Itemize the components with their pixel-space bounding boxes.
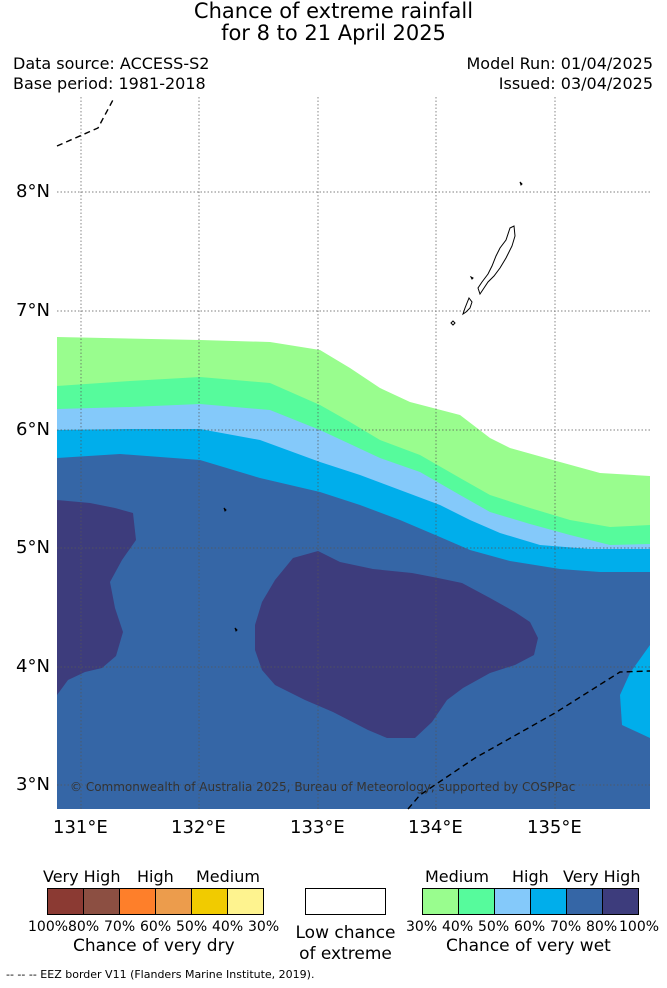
low-chance-swatch [305,888,386,915]
model-run: Model Run: 01/04/2025 [466,54,654,73]
lon-label-134e: 134°E [408,817,463,838]
lon-label-132e: 132°E [171,817,226,838]
wet-caption: Chance of very wet [446,936,611,956]
dry-tick-30: 30% [248,919,280,935]
dry-tick-70: 70% [104,919,136,935]
wet-swatch-5 [567,889,603,914]
dry-very-high-label: Very High [43,867,121,886]
wet-high-label: High [512,867,549,886]
wet-swatch-6 [603,889,638,914]
wet-tick-80: 80% [586,919,618,935]
lat-label-6n: 6°N [16,419,50,440]
wet-medium-label: Medium [425,867,489,886]
dry-tick-50: 50% [176,919,208,935]
wet-swatch-3 [495,889,531,914]
wet-tick-30: 30% [406,919,438,935]
wet-tick-100: 100% [619,919,660,935]
dry-caption: Chance of very dry [73,936,235,956]
wet-swatch-4 [531,889,567,914]
dry-swatch-1 [48,889,84,914]
wet-tick-70: 70% [550,919,582,935]
wet-very-high-label: Very High [563,867,641,886]
dry-swatch-3 [120,889,156,914]
dry-swatch-4 [156,889,192,914]
dry-tick-60: 60% [140,919,172,935]
low-chance-line-1: Low chance [295,923,396,943]
wet-swatch-2 [459,889,495,914]
wet-tick-50: 50% [478,919,510,935]
base-period: Base period: 1981-2018 [13,74,206,93]
copyright-notice: © Commonwealth of Australia 2025, Bureau… [70,780,575,794]
low-chance-line-2: of extreme [299,944,392,964]
lat-label-7n: 7°N [16,300,50,321]
lon-label-135e: 135°E [527,817,582,838]
lon-label-133e: 133°E [290,817,345,838]
dry-medium-label: Medium [196,867,260,886]
wet-swatch-1 [423,889,459,914]
wet-tick-40: 40% [442,919,474,935]
title-line-1: Chance of extreme rainfall [193,0,474,23]
dry-swatch-2 [84,889,120,914]
dry-tick-80: 80% [68,919,100,935]
dry-tick-100: 100% [28,919,69,935]
map-field [57,97,650,809]
lat-label-4n: 4°N [16,656,50,677]
title-line-2: for 8 to 21 April 2025 [221,21,446,45]
wet-80-west-area [57,500,136,695]
dry-colorbar [47,888,264,915]
wet-70-southeast-area [620,645,650,738]
wet-80-central-area [255,551,538,738]
dry-tick-40: 40% [212,919,244,935]
eez-footnote: -- -- -- EEZ border V11 (Flanders Marine… [6,968,315,981]
lat-label-5n: 5°N [16,537,50,558]
dry-swatch-5 [192,889,228,914]
lat-label-8n: 8°N [16,181,50,202]
dry-high-label: High [137,867,174,886]
wet-colorbar [422,888,639,915]
data-source: Data source: ACCESS-S2 [13,54,210,73]
issued-date: Issued: 03/04/2025 [498,74,653,93]
lat-label-3n: 3°N [16,774,50,795]
dry-swatch-6 [228,889,263,914]
eez-border [56,97,651,810]
lon-label-131e: 131°E [53,817,108,838]
gridlines [57,97,650,809]
wet-tick-60: 60% [514,919,546,935]
palau-islands [223,181,523,632]
